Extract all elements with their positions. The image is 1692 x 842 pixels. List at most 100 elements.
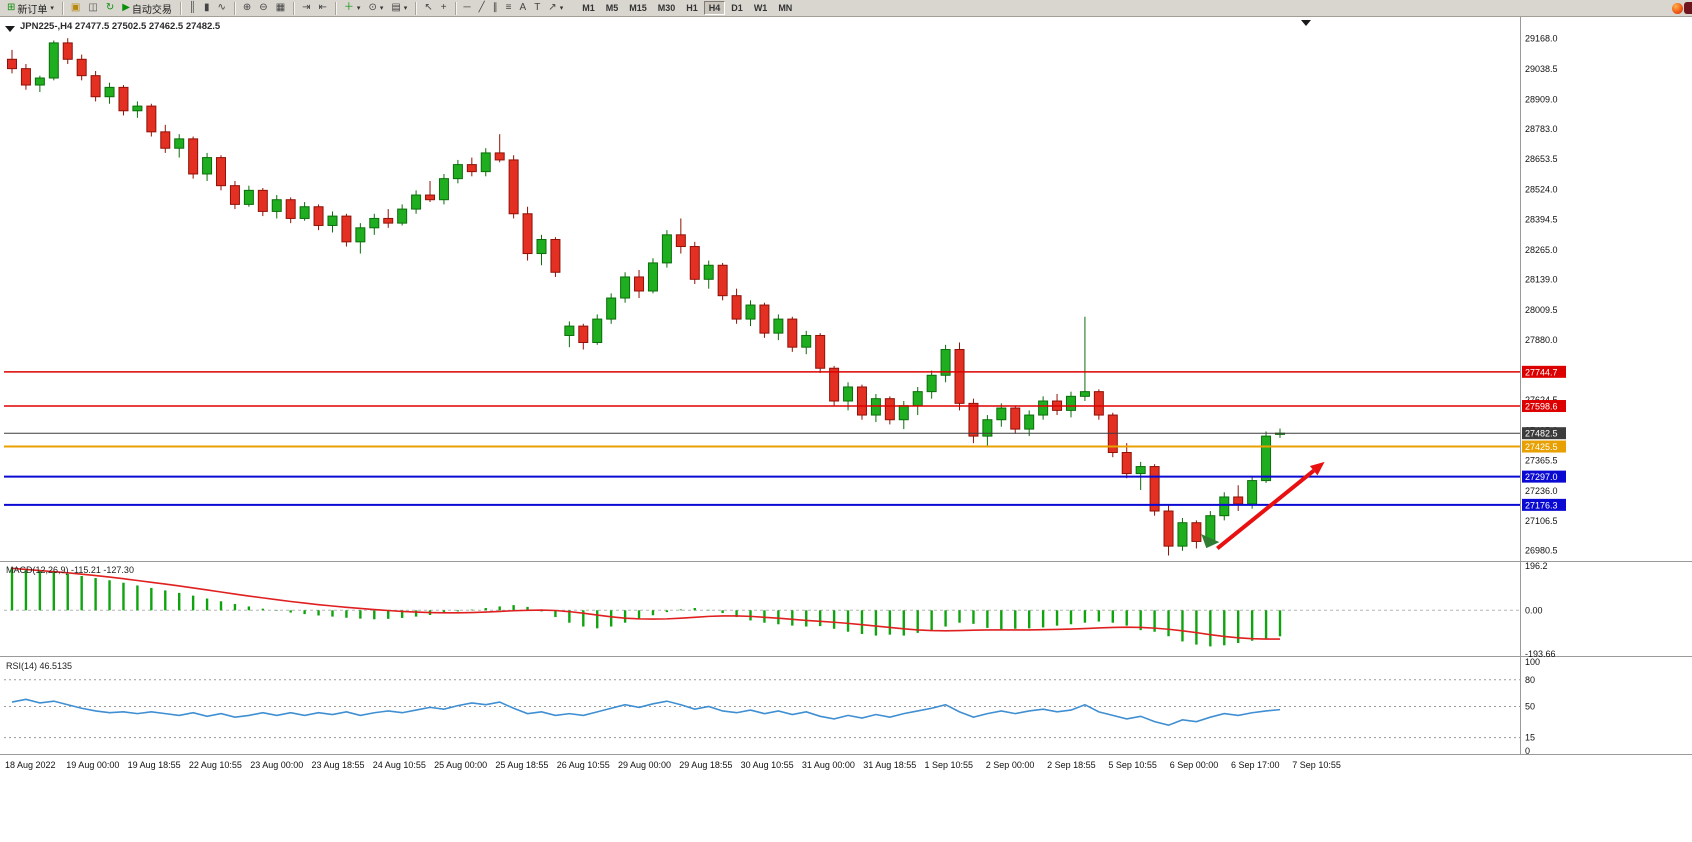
zoom-in-button[interactable]: ⊕ — [239, 1, 255, 16]
chart-menu-icon[interactable] — [5, 26, 15, 32]
equidistant-channel-button[interactable]: ∥ — [489, 1, 502, 16]
chevron-down-icon: ▾ — [379, 5, 384, 12]
time-axis-label: 26 Aug 10:55 — [557, 760, 610, 770]
candle-body — [271, 199, 282, 212]
trend-arrow-head[interactable] — [1309, 461, 1325, 476]
text-button[interactable]: A — [516, 1, 531, 16]
indicators-button[interactable]: ＋ ▾ — [340, 1, 365, 16]
macd-axis-label: -193.66 — [1525, 649, 1556, 659]
candle-body — [383, 217, 394, 224]
horizontal-line-button[interactable]: ─ — [460, 1, 475, 16]
chart-shift-button[interactable]: ⇤ — [315, 1, 331, 16]
chevron-down-icon: ▾ — [50, 5, 54, 12]
horizontal-line-icon: ─ — [463, 2, 471, 13]
candle-body — [982, 419, 993, 437]
chart-window[interactable]: 29168.0 29038.5 28909.0 28783.0 28653.5 28524… — [0, 17, 1692, 842]
text-label-button[interactable]: T — [530, 1, 544, 16]
periods-button[interactable]: ⊙ ▾ — [364, 1, 387, 16]
tile-windows-button[interactable]: ▦ — [272, 1, 289, 16]
rsi-line — [11, 698, 1281, 727]
timeframe-button-m1[interactable]: M1 — [577, 1, 600, 15]
price-axis-label: 28909.0 — [1525, 94, 1558, 104]
time-axis-label: 24 Aug 10:55 — [373, 760, 426, 770]
equidistant-channel-icon: ∥ — [492, 2, 498, 13]
price-badge-label: 27297.0 — [1525, 472, 1558, 482]
candle-body — [62, 42, 73, 60]
macd-histogram — [10, 567, 1282, 647]
arrow-tools-button[interactable]: ↗ ▾ — [544, 1, 567, 16]
candle-body — [968, 402, 979, 437]
new-order-button[interactable]: ⊞ 新订单 ▾ — [3, 1, 58, 16]
timeframe-button-m30[interactable]: M30 — [653, 1, 681, 15]
toolbar-right — [1672, 2, 1689, 14]
candle-body — [257, 189, 268, 212]
zoom-out-icon: ⊖ — [259, 2, 268, 13]
candle-body — [564, 325, 575, 336]
candle-body — [48, 42, 59, 79]
candle-body — [438, 178, 449, 201]
candle-body — [898, 405, 909, 421]
price-axis-label: 27236.0 — [1525, 486, 1558, 496]
timeframe-button-m15[interactable]: M15 — [624, 1, 652, 15]
candle-body — [202, 157, 213, 175]
toolbar-separator — [179, 1, 181, 15]
green-arrow-marker[interactable] — [1201, 534, 1220, 549]
price-axis-label: 28783.0 — [1525, 124, 1558, 134]
time-axis-label: 7 Sep 10:55 — [1292, 760, 1341, 770]
price-badge — [1522, 498, 1566, 511]
price-badge-label: 27482.5 — [1525, 429, 1558, 439]
candle-body — [1177, 522, 1188, 547]
toolbar-separator — [415, 1, 417, 15]
fibonacci-button[interactable]: ≡ — [502, 1, 516, 16]
candle-body — [1191, 522, 1202, 542]
chart-shift-marker-icon[interactable] — [1301, 20, 1311, 26]
price-badge — [1522, 400, 1566, 413]
cursor-button[interactable]: ↖ — [420, 1, 436, 16]
candle-body — [7, 58, 17, 70]
candle-body — [829, 367, 840, 402]
chart-symbol-ohlc-label: JPN225-,H4 27477.5 27502.5 27462.5 27482… — [20, 21, 221, 32]
refresh-button[interactable]: ↻ — [102, 1, 118, 16]
price-badge — [1522, 427, 1566, 440]
toolbar-separator — [334, 1, 336, 15]
candle-body — [954, 349, 965, 404]
chart-background — [0, 17, 1692, 842]
trendline-button[interactable]: ╱ — [475, 1, 489, 16]
bar-chart-icon: ║ — [188, 2, 196, 13]
candle-body — [20, 68, 31, 86]
candle-body — [940, 349, 951, 376]
timeframe-button-w1[interactable]: W1 — [749, 1, 773, 15]
crosshair-button[interactable]: + — [437, 1, 451, 16]
candle-body — [1149, 466, 1160, 512]
autotrade-button[interactable]: ▶ 自动交易 — [118, 1, 176, 16]
line-chart-button[interactable]: ∿ — [214, 1, 230, 16]
rsi-axis-label: 0 — [1525, 746, 1530, 756]
toolbar-separator — [233, 1, 235, 15]
trend-arrow-line[interactable] — [1216, 469, 1315, 551]
zoom-in-icon: ⊕ — [242, 2, 252, 13]
price-axis-label: 28265.0 — [1525, 245, 1558, 255]
timeframe-button-h1[interactable]: H1 — [681, 1, 703, 15]
candle-body — [843, 386, 854, 402]
time-axis-label: 6 Sep 00:00 — [1170, 760, 1219, 770]
candlestick-chart-button[interactable]: ▮ — [200, 1, 214, 16]
toolbar: ⊞ 新订单 ▾ ▣ ◫ ↻ ▶ 自动交易 ║ ▮ ∿ ⊕ ⊖ ▦ ⇥ ⇤ ＋ ▾ ⊙ ▾ ▤ ▾ ↖ + ─ ╱ ∥ ≡ A T ↗ ▾ M1… — [0, 0, 1692, 17]
chart-window-icon: ▣ — [70, 2, 81, 13]
timeframe-button-m5[interactable]: M5 — [601, 1, 624, 15]
timeframe-button-d1[interactable]: D1 — [726, 1, 748, 15]
crosshair-icon: + — [440, 2, 447, 13]
chart-window-button[interactable]: ▣ — [67, 1, 84, 16]
market-watch-button[interactable]: ◫ — [84, 1, 101, 16]
rsi-name: RSI(14) — [6, 661, 38, 671]
zoom-out-button[interactable]: ⊖ — [255, 1, 271, 16]
arrow-tools-icon: ↗ — [548, 2, 557, 13]
timeframe-button-h4[interactable]: H4 — [703, 1, 726, 15]
templates-button[interactable]: ▤ ▾ — [387, 1, 411, 16]
candle-body — [132, 105, 143, 112]
auto-scroll-button[interactable]: ⇥ — [298, 1, 314, 16]
candle-body — [522, 213, 533, 255]
chart-canvas[interactable]: 29168.0 29038.5 28909.0 28783.0 28653.5 28524… — [0, 17, 1692, 842]
bar-chart-button[interactable]: ║ — [185, 1, 200, 16]
timeframe-button-mn[interactable]: MN — [773, 1, 797, 15]
candle-body — [341, 215, 352, 243]
